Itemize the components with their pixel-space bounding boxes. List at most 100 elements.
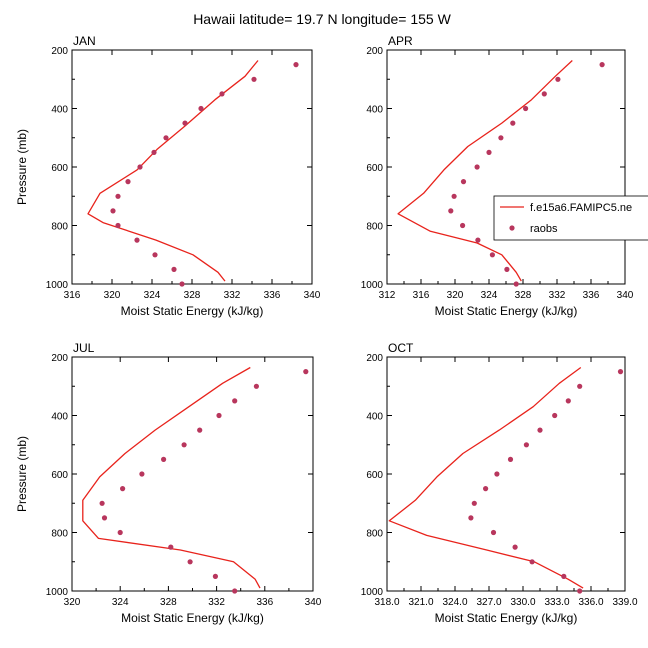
x-tick-label: 324	[144, 290, 161, 301]
x-axis-label: Moist Static Energy (kJ/kg)	[435, 611, 578, 625]
obs-point	[134, 237, 140, 243]
obs-point	[187, 559, 193, 565]
obs-point	[483, 486, 489, 492]
series-line-model	[87, 60, 259, 282]
obs-point	[161, 456, 167, 462]
y-tick-label: 800	[366, 222, 383, 233]
obs-point	[512, 544, 518, 550]
x-tick-label: 332	[208, 597, 225, 608]
obs-point	[448, 208, 454, 214]
obs-point	[182, 120, 188, 126]
obs-point	[552, 412, 558, 419]
x-tick-label: 321.0	[408, 597, 433, 608]
x-tick-label: 332	[549, 290, 566, 301]
plot-frame-apr	[386, 49, 626, 285]
y-axis-label: Pressure (mb)	[15, 436, 29, 512]
y-tick-label: 200	[366, 353, 383, 364]
y-tick-label: 400	[366, 412, 383, 423]
x-axis-label: Moist Static Energy (kJ/kg)	[435, 304, 578, 318]
legend-model-label: f.e15a6.FAMIPC5.ne	[530, 202, 632, 214]
obs-point	[510, 120, 516, 126]
y-tick-label: 200	[51, 353, 68, 364]
obs-point	[171, 266, 177, 272]
figure-title: Hawaii latitude= 19.7 N longitude= 155 W	[193, 11, 451, 27]
obs-point	[293, 62, 299, 68]
y-tick-label: 800	[366, 529, 383, 540]
obs-point	[490, 529, 497, 536]
obs-point	[565, 398, 571, 404]
obs-point	[474, 164, 480, 170]
obs-point	[120, 486, 126, 492]
x-tick-label: 320	[64, 597, 81, 608]
x-tick-label: 333.0	[544, 597, 569, 608]
x-tick-label: 339.0	[612, 597, 637, 608]
panel-title-jan: JAN	[73, 34, 96, 48]
legend-obs-label: raobs	[530, 223, 558, 235]
x-tick-label: 328	[515, 290, 532, 301]
obs-point	[219, 91, 225, 97]
x-tick-label: 336	[256, 597, 273, 608]
panel-jul: 320 324 328 332 336 340 200 400 600 800 1000 JUL Moi…	[15, 341, 322, 625]
obs-point	[498, 135, 504, 141]
obs-point	[110, 208, 116, 214]
plot-frame-oct	[386, 356, 626, 592]
x-axis-label: Moist Static Energy (kJ/kg)	[121, 611, 264, 625]
obs-point	[163, 135, 169, 141]
obs-point	[494, 471, 500, 477]
x-tick-label: 316	[64, 290, 81, 301]
obs-point	[232, 398, 238, 404]
obs-point	[523, 105, 529, 112]
plot-frame-jul	[71, 356, 314, 592]
series-line-model	[388, 366, 584, 589]
obs-point	[486, 149, 492, 155]
obs-point	[577, 588, 583, 594]
y-tick-label: 400	[51, 105, 68, 116]
obs-point	[115, 222, 121, 229]
obs-point	[451, 193, 457, 199]
obs-point	[471, 500, 477, 506]
y-tick-label: 1000	[46, 280, 69, 291]
y-tick-label: 800	[51, 222, 68, 233]
obs-point	[253, 383, 259, 389]
legend-box	[493, 195, 648, 241]
obs-point	[101, 515, 108, 521]
y-tick-label: 200	[366, 46, 383, 57]
series-line-model	[397, 60, 573, 282]
x-tick-label: 336	[583, 290, 600, 301]
y-tick-label: 200	[51, 46, 68, 57]
obs-point	[181, 442, 187, 448]
y-tick-label: 600	[366, 163, 383, 174]
obs-point	[460, 179, 467, 185]
obs-point	[599, 62, 605, 68]
obs-point	[504, 266, 510, 272]
legend-obs-marker-swatch	[509, 225, 515, 231]
y-tick-label: 600	[51, 470, 68, 481]
obs-point	[529, 559, 535, 565]
obs-point	[179, 281, 185, 287]
obs-point	[198, 105, 204, 112]
x-tick-label: 328	[160, 597, 177, 608]
x-tick-label: 324	[112, 597, 129, 608]
y-tick-label: 1000	[361, 280, 384, 291]
panel-title-oct: OCT	[388, 341, 414, 355]
x-tick-label: 336.0	[578, 597, 603, 608]
obs-point	[115, 193, 121, 199]
y-tick-label: 1000	[361, 587, 384, 598]
obs-point	[513, 281, 519, 287]
y-tick-label: 600	[51, 163, 68, 174]
obs-point	[251, 76, 257, 82]
obs-point	[168, 544, 174, 550]
obs-point	[232, 588, 238, 594]
x-tick-label: 320	[104, 290, 121, 301]
x-tick-label: 340	[617, 290, 634, 301]
obs-point	[137, 164, 143, 170]
obs-point	[555, 76, 561, 82]
x-tick-label: 320	[447, 290, 464, 301]
y-tick-label: 800	[51, 529, 68, 540]
x-tick-label: 336	[264, 290, 281, 301]
panel-title-jul: JUL	[73, 341, 95, 355]
x-tick-label: 332	[224, 290, 241, 301]
obs-point	[303, 369, 309, 375]
obs-point	[197, 427, 203, 433]
